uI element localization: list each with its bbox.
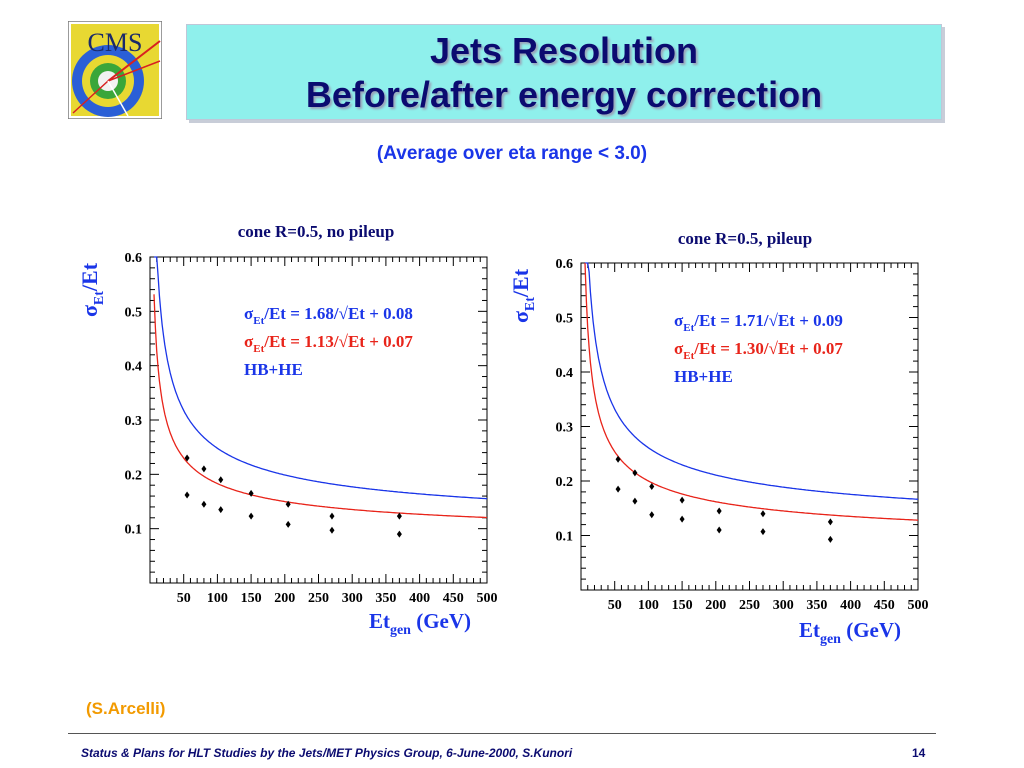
x-axis-label: Etgen (GeV) (369, 609, 471, 638)
footer-text: Status & Plans for HLT Studies by the Je… (81, 746, 573, 760)
data-point-s0 (632, 469, 638, 477)
fit-curve-1 (153, 294, 487, 519)
data-point-s0 (329, 512, 335, 520)
data-point-s0 (649, 482, 655, 490)
x-tick-label: 50 (177, 591, 191, 606)
footer-divider (68, 733, 936, 734)
title-box: Jets Resolution Before/after energy corr… (186, 24, 942, 120)
x-tick-label: 450 (874, 598, 895, 613)
x-tick-label: 150 (241, 591, 262, 606)
y-tick-label: 0.2 (556, 475, 574, 490)
fit-curve-0 (585, 262, 919, 500)
y-tick-label: 0.1 (556, 530, 574, 545)
data-point-s1 (827, 535, 833, 543)
legend-entry-0: σEt/Et = 1.71/√Et + 0.09 (674, 311, 843, 334)
slide-subtitle: (Average over eta range < 3.0) (376, 143, 648, 164)
plot-frame (580, 262, 919, 591)
data-point-s1 (329, 526, 335, 534)
y-tick-label: 0.3 (125, 414, 143, 429)
data-point-s0 (184, 454, 190, 462)
x-tick-label: 200 (705, 598, 726, 613)
x-axis-label: Etgen (GeV) (799, 618, 901, 647)
x-tick-label: 350 (375, 591, 396, 606)
x-tick-label: 450 (443, 591, 464, 606)
data-point-s0 (201, 465, 207, 473)
legend-entry-1: σEt/Et = 1.30/√Et + 0.07 (674, 339, 843, 362)
data-point-s1 (285, 520, 291, 528)
y-axis-label: σEt/Et (508, 268, 538, 323)
chart-title: cone R=0.5, no pileup (238, 222, 395, 241)
data-point-s0 (679, 496, 685, 504)
y-tick-label: 0.2 (125, 468, 143, 483)
slide-title-line2: Before/after energy correction (305, 74, 823, 115)
data-point-s1 (632, 497, 638, 505)
page-number: 14 (912, 746, 926, 760)
x-tick-label: 500 (908, 598, 929, 613)
author-credit: (S.Arcelli) (86, 699, 166, 718)
data-point-s1 (218, 506, 224, 514)
data-point-s1 (716, 526, 722, 534)
x-tick-label: 100 (638, 598, 659, 613)
data-point-s1 (201, 500, 207, 508)
logo-text: CMS (88, 28, 143, 57)
data-point-s0 (248, 489, 254, 497)
x-tick-label: 150 (672, 598, 693, 613)
data-point-s1 (248, 512, 254, 520)
x-tick-label: 500 (477, 591, 498, 606)
x-tick-label: 400 (409, 591, 430, 606)
chart-title: cone R=0.5, pileup (678, 229, 812, 248)
data-point-s1 (649, 511, 655, 519)
y-tick-label: 0.3 (556, 421, 574, 436)
data-point-s0 (716, 507, 722, 515)
y-tick-label: 0.5 (556, 312, 574, 327)
fit-curve-1 (584, 262, 919, 521)
legend-entry-2: HB+HE (674, 367, 733, 386)
y-tick-label: 0.6 (556, 257, 574, 272)
x-tick-label: 100 (207, 591, 228, 606)
data-point-s0 (615, 455, 621, 463)
data-point-s0 (827, 518, 833, 526)
data-point-s1 (396, 530, 402, 538)
data-point-s1 (615, 485, 621, 493)
x-tick-label: 400 (840, 598, 861, 613)
y-tick-label: 0.4 (125, 360, 143, 375)
x-tick-label: 300 (773, 598, 794, 613)
x-tick-label: 250 (739, 598, 760, 613)
cms-logo: CMS (68, 21, 162, 119)
x-tick-label: 250 (308, 591, 329, 606)
x-tick-label: 200 (274, 591, 295, 606)
y-axis-label: σEt/Et (77, 262, 107, 317)
data-point-s0 (760, 510, 766, 518)
y-tick-label: 0.6 (125, 251, 143, 266)
y-tick-label: 0.5 (125, 305, 143, 320)
legend-entry-2: HB+HE (244, 360, 303, 379)
y-tick-label: 0.1 (125, 523, 143, 538)
x-tick-label: 350 (806, 598, 827, 613)
fit-curve-0 (154, 256, 488, 500)
data-point-s1 (679, 515, 685, 523)
slide-title-line1: Jets Resolution (429, 30, 699, 71)
legend-entry-0: σEt/Et = 1.68/√Et + 0.08 (244, 304, 413, 327)
legend-entry-1: σEt/Et = 1.13/√Et + 0.07 (244, 332, 413, 355)
data-point-s1 (760, 528, 766, 536)
data-point-s0 (396, 512, 402, 520)
x-tick-label: 50 (608, 598, 622, 613)
plot-frame (149, 256, 488, 584)
data-point-s0 (285, 500, 291, 508)
y-tick-label: 0.4 (556, 366, 574, 381)
data-point-s0 (218, 476, 224, 484)
data-point-s1 (184, 491, 190, 499)
x-tick-label: 300 (342, 591, 363, 606)
